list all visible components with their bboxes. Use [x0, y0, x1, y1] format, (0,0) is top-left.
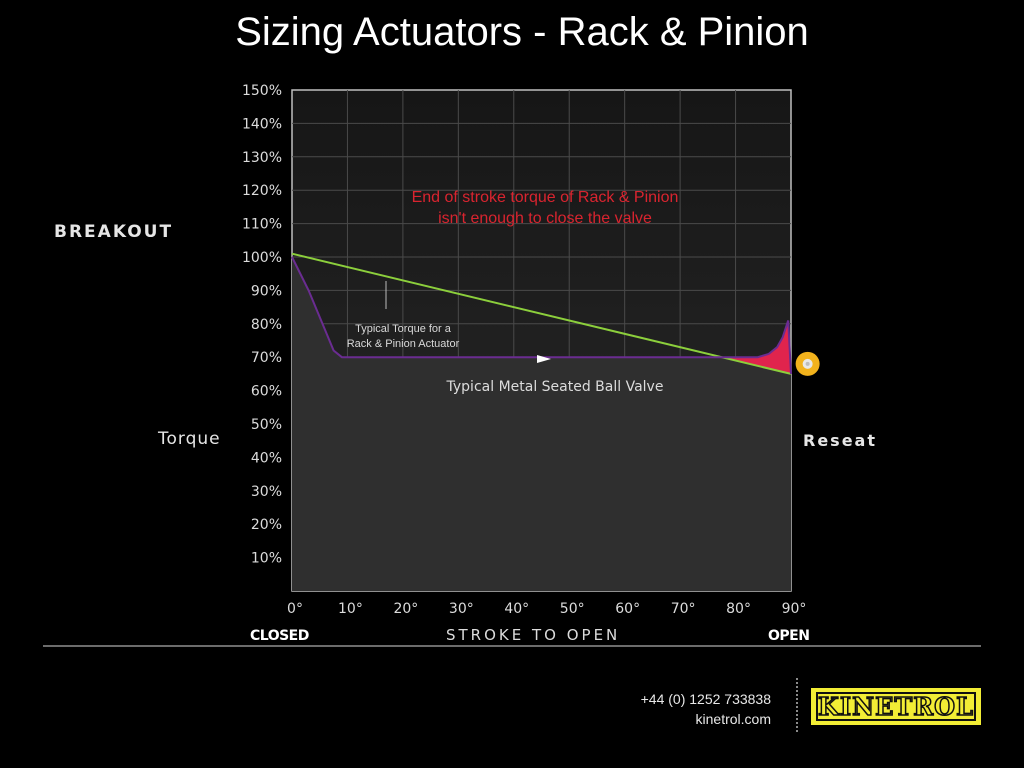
actuator-torque-line	[291, 252, 792, 375]
y-tick-label: 140%	[242, 116, 282, 132]
y-tick-label: 120%	[242, 183, 282, 199]
x-tick-label: 40°	[504, 601, 529, 617]
closed-label: CLOSED	[250, 628, 309, 644]
x-tick-label: 10°	[338, 601, 363, 617]
x-tick-label: 30°	[449, 601, 474, 617]
y-tick-label: 40%	[251, 450, 282, 466]
actuator-label-line-1: Typical Torque for a	[355, 323, 451, 335]
y-tick-label: 10%	[251, 551, 282, 567]
contact-block: +44 (0) 1252 733838 kinetrol.com	[600, 689, 771, 729]
stroke-direction-arrow	[537, 355, 551, 363]
callout-line-1: End of stroke torque of Rack & Pinion	[411, 189, 679, 206]
valve-series-label: Typical Metal Seated Ball Valve	[446, 379, 664, 395]
phone-number: +44 (0) 1252 733838	[640, 691, 771, 707]
breakout-label: BREAKOUT	[54, 222, 174, 242]
y-tick-label: 20%	[251, 517, 282, 533]
x-tick-label: 60°	[615, 601, 640, 617]
y-tick-label: 50%	[251, 417, 282, 433]
website-link[interactable]: kinetrol.com	[695, 711, 771, 727]
y-tick-label: 130%	[242, 150, 282, 166]
reseat-marker	[795, 351, 820, 376]
x-tick-label: 80°	[726, 601, 751, 617]
y-tick-label: 100%	[242, 250, 282, 266]
logo-text: KINETROL	[816, 691, 976, 722]
x-tick-label: 70°	[671, 601, 696, 617]
y-tick-label: 110%	[242, 217, 282, 233]
actuator-series-label: Typical Torque for a Rack & Pinion Actua…	[330, 322, 476, 352]
y-axis-ticks: 10% 20% 30% 40% 50% 60% 70% 80% 90% 100% 110% 120% 1…	[242, 83, 282, 567]
shortfall-callout: End of stroke torque of Rack & Pinion is…	[380, 187, 710, 229]
x-axis-title: STROKE TO OPEN	[446, 626, 621, 644]
x-tick-label: 20°	[393, 601, 418, 617]
footer-divider	[43, 645, 981, 647]
x-tick-label: 0°	[287, 601, 303, 617]
valve-area-fill	[292, 257, 791, 591]
footer-separator	[796, 678, 798, 732]
valve-torque-line	[291, 256, 792, 374]
x-tick-label: 50°	[560, 601, 585, 617]
y-tick-label: 30%	[251, 484, 282, 500]
kinetrol-logo: KINETROL	[811, 688, 981, 725]
reseat-label: Reseat	[803, 431, 877, 450]
y-tick-label: 90%	[251, 283, 282, 299]
x-tick-label: 90°	[782, 601, 807, 617]
reseat-marker-core	[805, 361, 810, 366]
open-label: OPEN	[768, 628, 810, 644]
y-tick-label: 80%	[251, 317, 282, 333]
x-axis-ticks: 0° 10° 20° 30° 40° 50° 60° 70° 80° 90°	[287, 601, 806, 617]
y-tick-label: 150%	[242, 83, 282, 99]
y-tick-label: 70%	[251, 350, 282, 366]
y-axis-title: Torque	[158, 429, 221, 449]
y-tick-label: 60%	[251, 384, 282, 400]
page-title: Sizing Actuators - Rack & Pinion	[235, 10, 809, 54]
callout-line-2: isn't enough to close the valve	[438, 210, 652, 227]
actuator-label-line-2: Rack & Pinion Actuator	[346, 338, 460, 350]
